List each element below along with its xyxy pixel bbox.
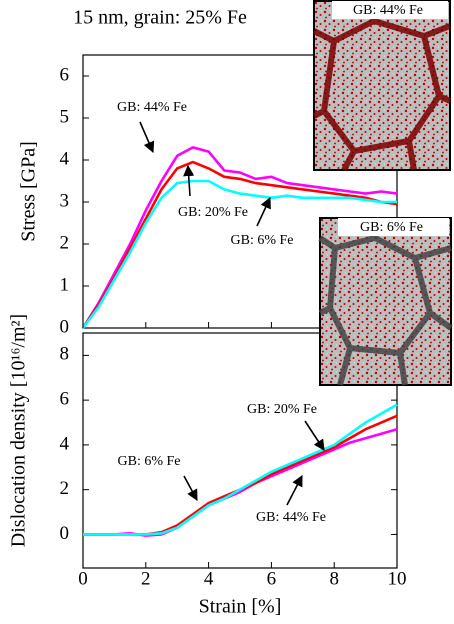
y-tick-label: 3 [60,190,70,211]
x-tick-label: 10 [388,568,407,589]
annotation: GB: 6% Fe [231,233,294,248]
inset-label-box [332,1,448,19]
y-tick-label: 0 [60,523,70,544]
y-tick-label: 2 [60,478,70,499]
annotation-arrow [183,475,198,501]
y-tick-label: 5 [60,106,70,127]
annotation: GB: 20% Fe [247,402,317,417]
annotation-arrow [286,475,303,506]
annotation: GB: 6% Fe [118,454,181,469]
annotation-arrow [139,121,155,154]
chart-title: 15 nm, grain: 25% Fe [73,7,247,29]
y-tick-label: 8 [60,344,70,365]
y-tick-label: 0 [60,316,70,337]
inset-image: GB: 6% Fe [318,217,453,386]
y-tick-label: 2 [60,232,70,253]
x-tick-label: 8 [329,568,339,589]
inset-label: GB: 6% Fe [360,220,423,235]
inset-label: GB: 44% Fe [353,3,423,18]
y-tick-label: 4 [60,433,70,454]
inset-image: GB: 44% Fe [312,0,452,172]
x-tick-label: 4 [204,568,214,589]
y-tick-label: 4 [60,148,70,169]
annotation: GB: 44% Fe [117,100,187,115]
data-line [81,179,397,329]
data-line [81,146,398,329]
x-axis-label: Strain [%] [199,596,282,618]
y-axis-label: Dislocation density [10¹⁶/m²] [8,314,30,547]
inset-background [313,0,451,171]
annotation: GB: 44% Fe [256,510,326,525]
y-axis-label: Stress [GPa] [18,141,40,242]
x-tick-label: 0 [78,568,88,589]
x-tick-label: 6 [267,568,277,589]
data-line [81,160,398,329]
y-tick-label: 6 [60,389,70,410]
y-tick-label: 6 [60,64,70,85]
annotation: GB: 20% Fe [178,205,248,220]
y-tick-label: 1 [60,274,70,295]
inset-label-box [338,218,449,236]
annotation-arrow [256,196,271,227]
data-line [83,403,398,536]
annotation-arrow [304,420,325,451]
annotation-arrow [183,164,195,197]
x-tick-label: 2 [141,568,151,589]
